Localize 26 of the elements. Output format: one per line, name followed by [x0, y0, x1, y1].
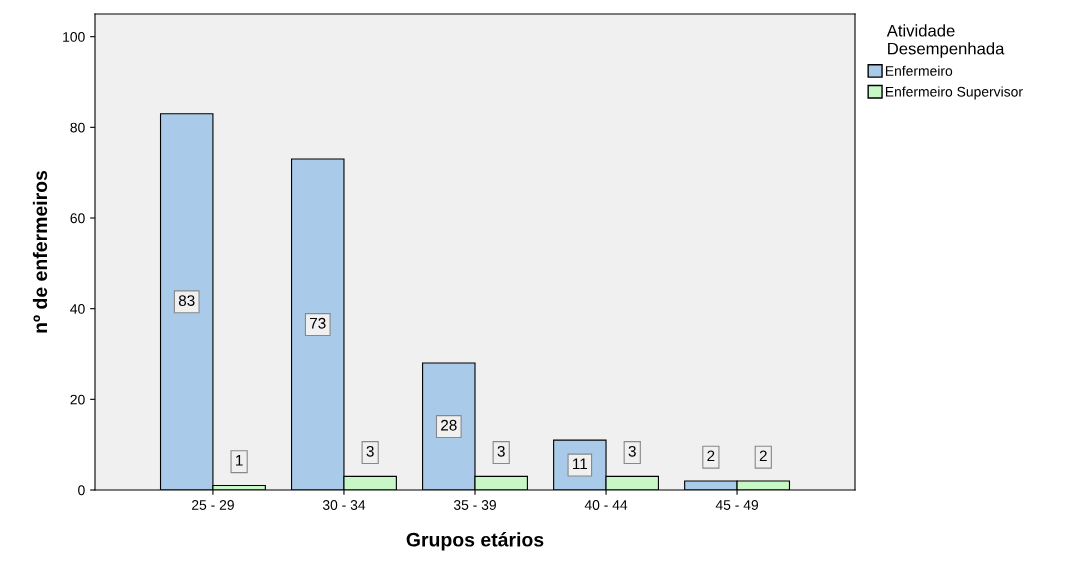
x-tick-label: 45 - 49 [715, 500, 759, 510]
data-label: 3 [628, 445, 636, 457]
y-tick-label: 100 [63, 32, 85, 42]
x-tick-label: 40 - 44 [584, 500, 628, 510]
data-label: 2 [707, 450, 715, 462]
legend-label: Enfermeiro Supervisor [885, 86, 1023, 100]
y-tick-label: 40 [70, 304, 85, 314]
data-label: 1 [236, 455, 243, 466]
data-label: 73 [310, 317, 326, 329]
legend-label: Enfermeiro [885, 65, 953, 76]
legend-title: Atividade Desempenhada [886, 24, 1005, 58]
data-label: 11 [573, 458, 588, 470]
x-tick-label: 30 - 34 [322, 500, 366, 510]
data-label: 3 [366, 445, 374, 457]
x-tick-label: 35 - 39 [453, 500, 496, 510]
x-tick-label: 25 - 29 [192, 500, 234, 510]
y-tick-label: 0 [78, 485, 85, 496]
y-axis-title: nº de enfermeiros [32, 170, 48, 333]
data-label: 83 [178, 295, 195, 306]
y-tick-label: 80 [70, 122, 85, 133]
y-tick-label: 60 [70, 213, 85, 224]
data-label: 28 [441, 419, 457, 431]
data-label: 2 [759, 450, 767, 462]
y-tick-label: 20 [70, 394, 85, 405]
data-label: 3 [497, 445, 505, 457]
x-axis-title: Grupos etários [406, 532, 544, 551]
